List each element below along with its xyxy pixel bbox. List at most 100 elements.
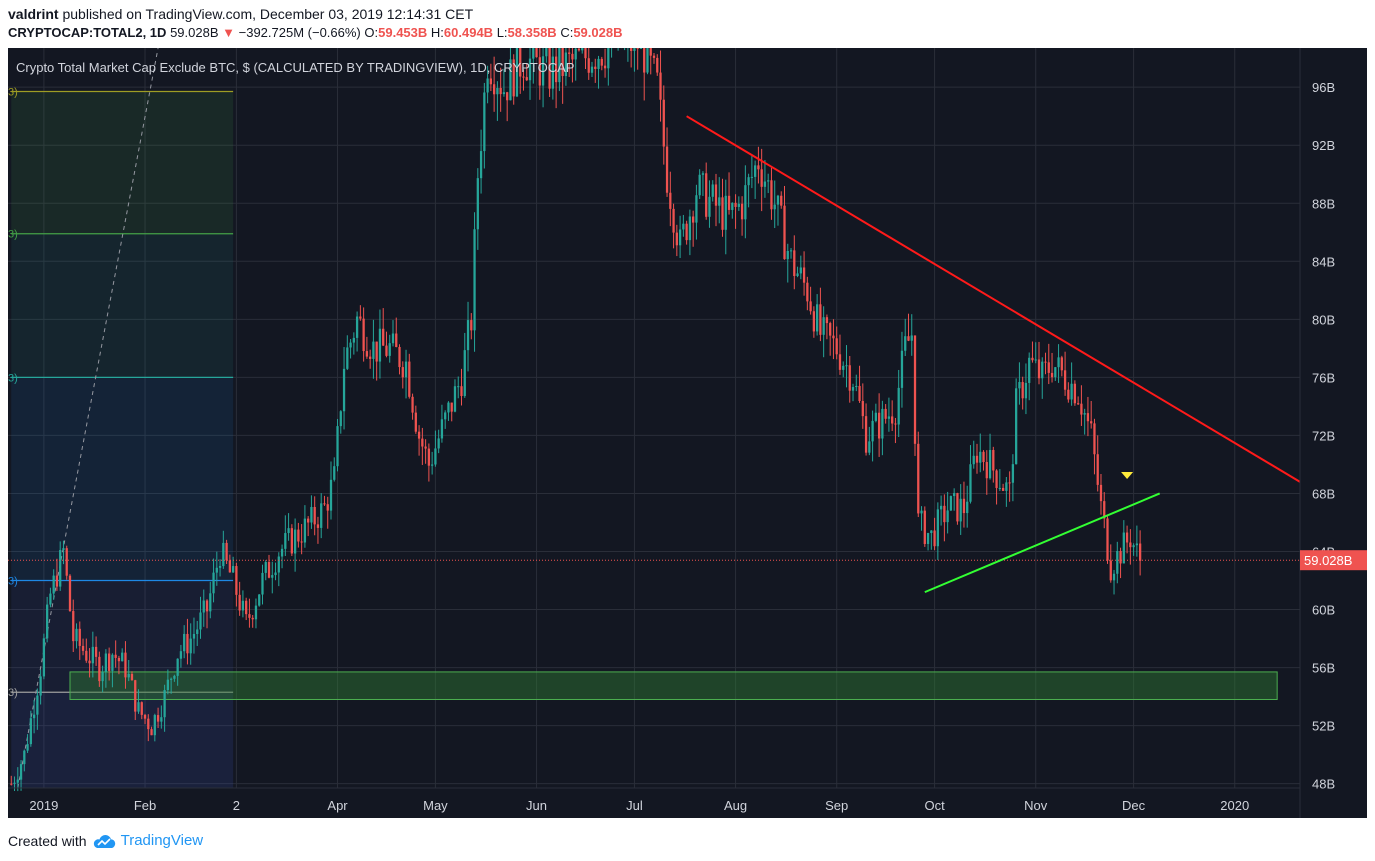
candle-body (571, 53, 574, 60)
candle-body (538, 57, 541, 86)
candle-body (245, 600, 248, 615)
candle-body (55, 575, 59, 587)
tradingview-brand[interactable]: TradingView (120, 832, 204, 849)
candle-body (408, 361, 411, 397)
candle-body (561, 46, 564, 77)
candle-body (842, 365, 845, 370)
candle-body (757, 165, 760, 170)
fib-level-label-icon: 3) (8, 576, 18, 588)
candle-body (763, 181, 767, 187)
candle-body (1076, 403, 1080, 405)
candle-body (574, 48, 577, 60)
candle-body (770, 180, 773, 210)
candle-body (545, 47, 548, 57)
candle-body (470, 320, 473, 331)
candle-body (310, 506, 313, 523)
author-name[interactable]: valdrint (8, 6, 59, 22)
candle-body (1099, 484, 1103, 502)
candle-body (1050, 372, 1054, 378)
price-axis[interactable]: 48B52B56B60B64B68B72B76B80B84B88B92B96B5… (1300, 80, 1367, 792)
candle-body (506, 92, 509, 101)
candle-body (49, 593, 52, 605)
candle-body (1096, 454, 1099, 485)
open-value: 59.453B (378, 25, 428, 40)
time-tick-label: Apr (327, 798, 348, 813)
candle-body (1041, 361, 1044, 379)
candle-body (988, 449, 992, 479)
candle-body (437, 438, 440, 449)
last-price-badge (1300, 550, 1367, 571)
candle-body (936, 509, 939, 547)
candle-body (42, 638, 46, 677)
candle-body (982, 451, 985, 463)
chart-panel[interactable]: 3)3)3)3)3) 48B52B56B60B64B68B72B76B80B84… (8, 0, 1367, 818)
candle-body (316, 524, 320, 528)
last-price-badge-label: 59.028B (1304, 553, 1352, 568)
candle-body (153, 715, 156, 736)
candle-body (463, 350, 466, 397)
candle-body (62, 548, 65, 551)
price-tick-label: 84B (1312, 254, 1335, 269)
candle-body (235, 566, 238, 595)
candle-body (1047, 362, 1050, 373)
time-tick-label: Jun (526, 798, 547, 813)
candle-body (750, 176, 754, 178)
candle-body (176, 658, 179, 676)
candle-body (1024, 382, 1028, 399)
candle-body (231, 566, 235, 573)
candle-body (835, 338, 838, 355)
candle-body (359, 316, 362, 319)
chart-background (8, 48, 1367, 818)
candle-body (802, 267, 806, 283)
candle-body (16, 779, 19, 783)
candle-body (815, 304, 819, 332)
candle-body (251, 617, 254, 620)
candle-body (287, 528, 290, 534)
candle-body (264, 562, 267, 573)
candle-body (851, 387, 855, 391)
candle-body (274, 572, 277, 576)
candle-body (998, 487, 1001, 489)
candle-body (32, 714, 36, 719)
candle-body (594, 66, 597, 69)
candle-body (848, 365, 851, 391)
candle-body (708, 196, 711, 217)
candle-body (372, 341, 375, 359)
candle-body (391, 333, 395, 344)
candle-body (39, 676, 42, 696)
candle-body (528, 58, 532, 81)
candle-body (783, 205, 786, 260)
candle-body (548, 47, 551, 89)
candle-body (1119, 551, 1122, 564)
arrow-down-marker-icon (1121, 472, 1134, 480)
candle-body (1090, 421, 1093, 424)
candle-body (362, 318, 365, 352)
candle-body (515, 43, 519, 97)
candle-body (701, 173, 705, 175)
fib-level-label-icon: 3) (8, 687, 18, 699)
candle-body (401, 367, 404, 378)
time-axis[interactable]: 2019 Feb 2 Apr May Jun Jul Aug Sep Oct Nov Dec 2020 (29, 798, 1249, 813)
candles (10, 0, 1142, 792)
candle-body (646, 37, 649, 73)
fib-band (11, 91, 234, 234)
candle-body (293, 529, 297, 554)
candle-body (877, 412, 881, 439)
candle-body (329, 479, 333, 511)
candle-body (789, 250, 793, 252)
down-arrow-icon: ▼ (222, 25, 235, 40)
candle-body (512, 59, 515, 97)
candle-body (1112, 573, 1116, 581)
candle-body (685, 223, 688, 241)
symbol-line: CRYPTOCAP:TOTAL2, 1D 59.028B ▼ −392.725M… (8, 25, 622, 40)
price-chart[interactable]: 3)3)3)3)3) 48B52B56B60B64B68B72B76B80B84… (8, 0, 1367, 818)
footer: Created with TradingView (8, 832, 203, 849)
candle-body (858, 385, 861, 402)
low-value: 58.358B (507, 25, 557, 40)
candle-body (476, 178, 479, 230)
candle-body (1063, 370, 1067, 390)
candle-body (979, 451, 982, 463)
candle-body (130, 673, 134, 681)
candle-body (1028, 357, 1031, 383)
candle-body (385, 345, 388, 356)
